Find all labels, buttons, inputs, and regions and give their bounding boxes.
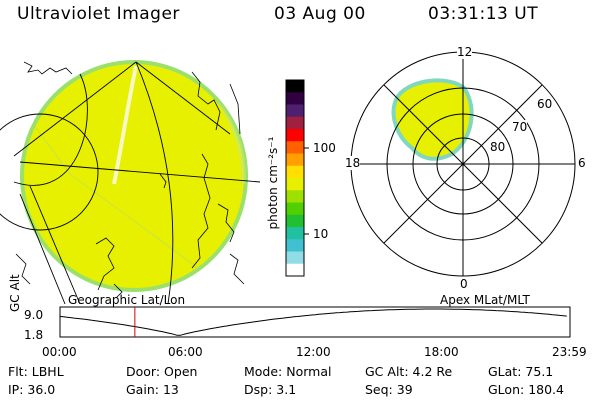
glat-field: GLat: 75.1 [488,364,554,379]
colorbar-cell [286,239,304,252]
colorbar-cell [286,165,304,179]
polar-grid [350,51,576,277]
colorbar-unit-label: photon cm⁻²s⁻¹ [266,136,280,230]
altitude-tick-9: 9.0 [24,308,44,322]
colorbar-cell [286,263,304,277]
mlat-80-label: 80 [490,140,506,154]
dsp-value: 3.1 [276,382,297,397]
coastlines [15,61,245,299]
apex-grid-label: Apex MLat/MLT [440,293,530,307]
date-label: 03 Aug 00 [274,4,366,24]
dsp-field: Dsp: 3.1 [244,382,297,397]
colorbar-cell [286,178,304,191]
time-tick-0600: 06:00 [168,345,203,359]
uv-disk-image [0,60,261,305]
ip-field: IP: 36.0 [8,382,56,397]
colorbar-cell [286,104,304,118]
mlt-0-label: 0 [460,277,468,291]
door-field: Door: Open [126,364,198,379]
colorbar-cell [286,190,304,203]
glon-value: 180.4 [528,382,564,397]
gain-field: Gain: 13 [126,382,179,397]
altitude-curve [59,308,567,336]
glon-field: GLon: 180.4 [488,382,564,397]
time-tick-1800: 18:00 [424,345,459,359]
colorbar-cell [286,92,304,105]
time-tick-2359: 23:59 [552,345,587,359]
colorbar-tick-100: 100 [313,141,336,155]
mlt-6-label: 6 [578,156,586,170]
disk-fill [24,64,244,288]
time-tick-1200: 12:00 [296,345,331,359]
time-label: 03:31:13 UT [428,4,539,24]
mode-value: Normal [286,364,332,379]
altitude-tick-1-8: 1.8 [24,328,44,342]
colorbar-cell [286,202,304,216]
colorbar [285,79,309,277]
colorbar-cell [286,141,304,154]
altitude-axis-label: GC Alt [8,274,22,312]
mlt-12-label: 12 [457,45,473,59]
colorbar-tick-10: 10 [313,227,329,241]
seq-value: 39 [396,382,413,397]
polar-plot [350,51,576,277]
glat-value: 75.1 [525,364,554,379]
geographic-grid-label: Geographic Lat/Lon [68,293,186,307]
lat-lon-grid [0,61,261,305]
door-value: Open [164,364,198,379]
filter-value: LBHL [31,364,64,379]
colorbar-cells [286,80,304,277]
colorbar-cell [286,116,304,130]
gain-value: 13 [162,382,179,397]
colorbar-cell [286,129,304,142]
gc-alt-value: 4.2 Re [412,364,453,379]
aurora-patch [391,78,474,161]
mlat-70-label: 70 [512,120,528,134]
colorbar-cell [286,214,304,228]
mlat-60-label: 60 [537,97,553,111]
filter-field: Flt: LBHL [8,364,64,379]
seq-field: Seq: 39 [365,382,413,397]
instrument-title: Ultraviolet Imager [17,4,180,24]
ip-value: 36.0 [27,382,56,397]
mode-field: Mode: Normal [244,364,332,379]
colorbar-cell [286,227,304,240]
colorbar-cell [286,80,304,93]
altitude-plot [59,306,571,338]
time-tick-0000: 00:00 [42,345,77,359]
colorbar-cell [286,153,304,167]
mlt-18-label: 18 [345,156,361,170]
gc-alt-field: GC Alt: 4.2 Re [365,364,453,379]
colorbar-cell [286,251,304,265]
